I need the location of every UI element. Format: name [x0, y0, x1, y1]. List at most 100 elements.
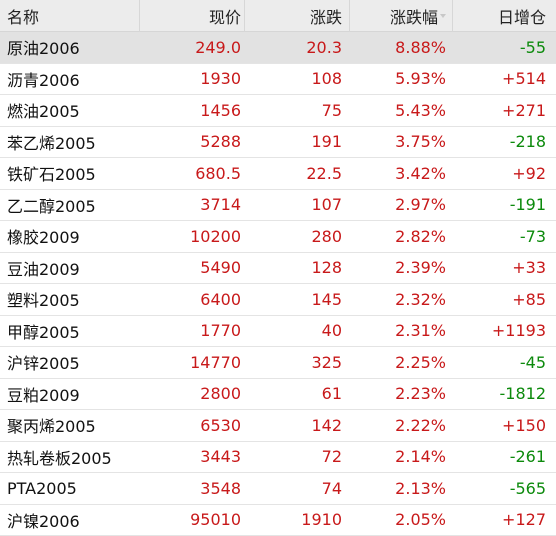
- cell-change-pct: 2.97%: [349, 195, 452, 214]
- cell-change-pct: 3.42%: [349, 164, 452, 183]
- column-header-price[interactable]: 现价: [139, 0, 244, 32]
- cell-price: 1930: [139, 69, 244, 88]
- cell-daily-increase: -261: [452, 447, 556, 466]
- cell-daily-increase: -73: [452, 227, 556, 246]
- cell-name: 原油2006: [0, 35, 139, 59]
- cell-change-pct: 2.23%: [349, 384, 452, 403]
- cell-price: 95010: [139, 510, 244, 529]
- cell-name: 甲醇2005: [0, 319, 139, 343]
- cell-price: 6400: [139, 290, 244, 309]
- cell-name: 豆油2009: [0, 256, 139, 280]
- cell-daily-increase: -55: [452, 38, 556, 57]
- cell-price: 10200: [139, 227, 244, 246]
- cell-price: 14770: [139, 353, 244, 372]
- cell-change-pct: 5.93%: [349, 69, 452, 88]
- cell-price: 3443: [139, 447, 244, 466]
- cell-price: 249.0: [139, 38, 244, 57]
- cell-change-pct: 2.05%: [349, 510, 452, 529]
- cell-change: 191: [244, 132, 349, 151]
- cell-price: 680.5: [139, 164, 244, 183]
- table-header: 名称 现价 涨跌 涨跌幅 日增仓: [0, 0, 556, 32]
- cell-change-pct: 2.39%: [349, 258, 452, 277]
- header-inc-label: 日增仓: [498, 4, 546, 28]
- column-header-change-pct[interactable]: 涨跌幅: [349, 0, 452, 32]
- cell-daily-increase: +33: [452, 258, 556, 277]
- cell-price: 3714: [139, 195, 244, 214]
- cell-change: 40: [244, 321, 349, 340]
- cell-change: 74: [244, 479, 349, 498]
- cell-price: 2800: [139, 384, 244, 403]
- cell-daily-increase: -565: [452, 479, 556, 498]
- cell-name: 铁矿石2005: [0, 161, 139, 185]
- cell-name: 聚丙烯2005: [0, 413, 139, 437]
- cell-change: 142: [244, 416, 349, 435]
- cell-change-pct: 3.75%: [349, 132, 452, 151]
- cell-daily-increase: +514: [452, 69, 556, 88]
- cell-name: 燃油2005: [0, 98, 139, 122]
- column-header-change[interactable]: 涨跌: [244, 0, 349, 32]
- cell-name: 乙二醇2005: [0, 193, 139, 217]
- cell-change-pct: 2.13%: [349, 479, 452, 498]
- cell-daily-increase: -45: [452, 353, 556, 372]
- cell-price: 5288: [139, 132, 244, 151]
- cell-change-pct: 2.14%: [349, 447, 452, 466]
- cell-daily-increase: -1812: [452, 384, 556, 403]
- cell-change-pct: 2.22%: [349, 416, 452, 435]
- cell-change: 107: [244, 195, 349, 214]
- header-price-label: 现价: [209, 4, 241, 28]
- cell-price: 6530: [139, 416, 244, 435]
- cell-change-pct: 8.88%: [349, 38, 452, 57]
- cell-name: 苯乙烯2005: [0, 130, 139, 154]
- cell-change: 128: [244, 258, 349, 277]
- cell-change: 75: [244, 101, 349, 120]
- cell-daily-increase: +85: [452, 290, 556, 309]
- cell-daily-increase: +1193: [452, 321, 556, 340]
- cell-name: 沥青2006: [0, 67, 139, 91]
- header-pct-label: 涨跌幅: [390, 4, 438, 28]
- cell-change: 61: [244, 384, 349, 403]
- cell-name: 热轧卷板2005: [0, 445, 139, 469]
- cell-change-pct: 5.43%: [349, 101, 452, 120]
- cell-change: 72: [244, 447, 349, 466]
- cell-change-pct: 2.32%: [349, 290, 452, 309]
- cell-price: 1770: [139, 321, 244, 340]
- header-name-label: 名称: [7, 4, 39, 28]
- cell-price: 1456: [139, 101, 244, 120]
- cell-name: 塑料2005: [0, 287, 139, 311]
- cell-name: 沪锌2005: [0, 350, 139, 374]
- cell-change: 22.5: [244, 164, 349, 183]
- cell-change: 1910: [244, 510, 349, 529]
- cell-daily-increase: +127: [452, 510, 556, 529]
- cell-price: 5490: [139, 258, 244, 277]
- cell-change: 325: [244, 353, 349, 372]
- cell-change: 20.3: [244, 38, 349, 57]
- cell-name: 豆粕2009: [0, 382, 139, 406]
- cell-daily-increase: +150: [452, 416, 556, 435]
- column-header-daily-increase[interactable]: 日增仓: [452, 0, 556, 32]
- cell-name: PTA2005: [0, 479, 139, 498]
- cell-daily-increase: +92: [452, 164, 556, 183]
- cell-name: 沪镍2006: [0, 508, 139, 532]
- cell-change-pct: 2.82%: [349, 227, 452, 246]
- cell-change-pct: 2.31%: [349, 321, 452, 340]
- cell-daily-increase: +271: [452, 101, 556, 120]
- column-header-name[interactable]: 名称: [0, 0, 139, 32]
